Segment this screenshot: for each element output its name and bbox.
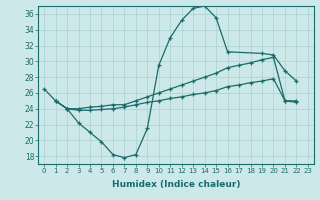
- X-axis label: Humidex (Indice chaleur): Humidex (Indice chaleur): [112, 180, 240, 189]
